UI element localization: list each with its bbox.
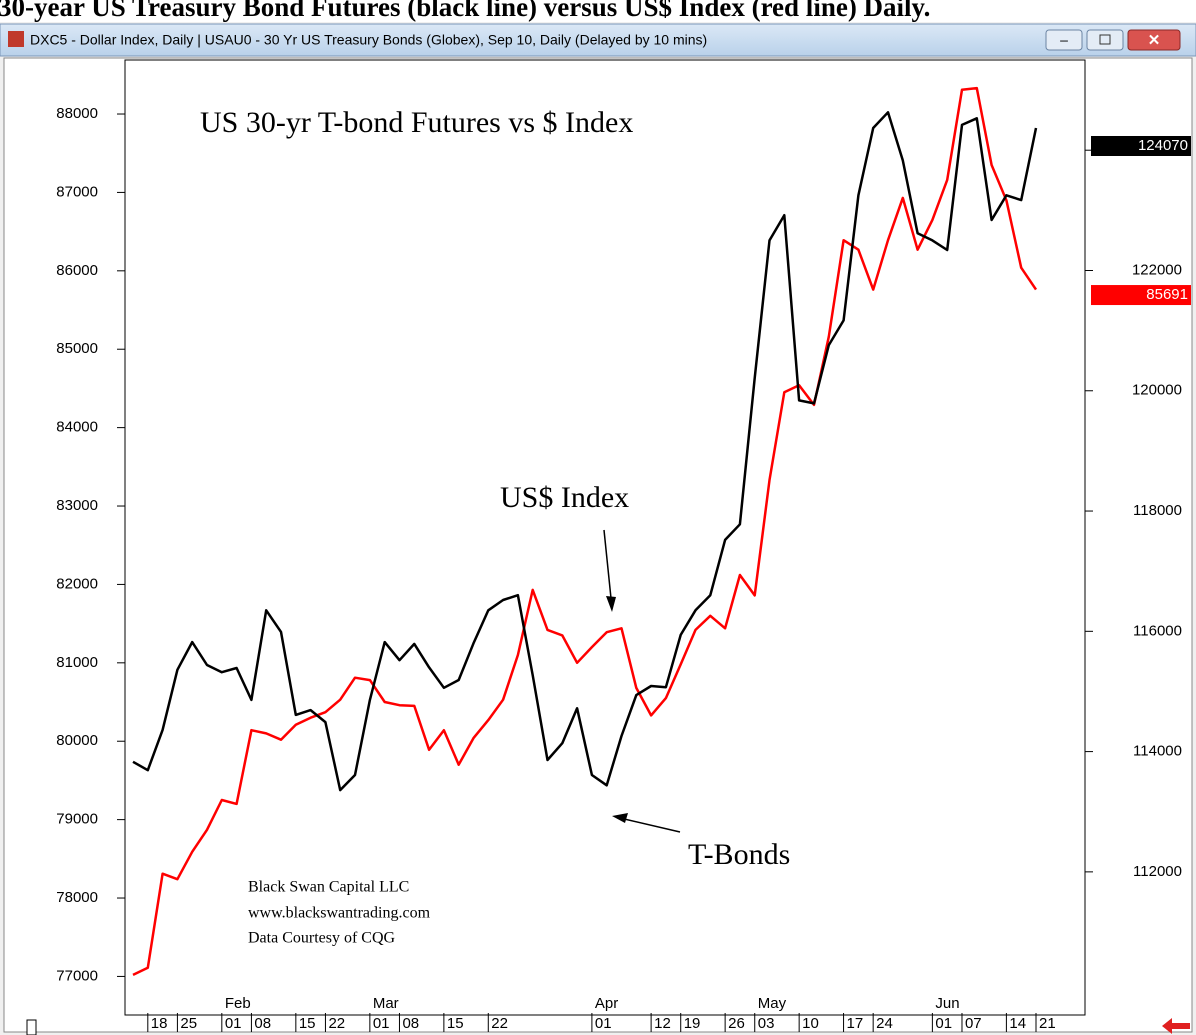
y-tick-label: 84000: [56, 419, 98, 436]
series-annotation: T-Bonds: [688, 838, 790, 871]
y-tick-label: 80000: [56, 732, 98, 749]
series-line: [132, 86, 1038, 977]
scroll-arrow[interactable]: [1162, 1018, 1190, 1034]
scroll-box[interactable]: [26, 1019, 37, 1035]
x-tick-label: 12: [654, 1015, 671, 1032]
x-tick-label: 07: [965, 1015, 982, 1032]
close-button[interactable]: [1127, 29, 1181, 51]
x-tick-label: 08: [402, 1015, 419, 1032]
y-tick-label: 86000: [56, 262, 98, 279]
maximize-button[interactable]: [1086, 29, 1124, 51]
x-tick-label: 18: [151, 1015, 168, 1032]
x-tick-label: 15: [299, 1015, 316, 1032]
x-tick-label: 19: [684, 1015, 701, 1032]
y2-tick-label: 118000: [1133, 502, 1182, 519]
page-heading: 30-year US Treasury Bond Futures (black …: [0, 0, 930, 22]
minimize-button[interactable]: [1045, 29, 1083, 51]
x-tick-label: 15: [447, 1015, 464, 1032]
y2-tick-label: 116000: [1133, 622, 1182, 639]
month-label: Jun: [935, 995, 959, 1012]
series-line: [132, 111, 1038, 792]
x-tick-label: 25: [180, 1015, 197, 1032]
x-tick-label: 22: [491, 1015, 508, 1032]
minimize-icon: –: [1060, 32, 1068, 48]
series-annotation: US$ Index: [500, 481, 629, 514]
credit: Black Swan Capital LLC: [248, 879, 409, 896]
y2-tick-label: 112000: [1133, 863, 1182, 880]
arrow-head: [612, 813, 628, 823]
y-tick-label: 79000: [56, 811, 98, 828]
x-tick-label: 21: [1039, 1015, 1056, 1032]
last-value-box: [1091, 285, 1191, 306]
last-value-label: 85691: [1146, 286, 1188, 303]
y-tick-label: 81000: [56, 654, 98, 671]
maximize-icon: [1099, 34, 1111, 45]
annotation-arrow: [603, 529, 613, 609]
close-icon: ✕: [1148, 32, 1161, 49]
y2-tick-label: 122000: [1132, 261, 1182, 278]
month-label: Apr: [595, 995, 618, 1012]
y-tick-label: 77000: [56, 967, 98, 984]
arrow-head: [606, 596, 616, 612]
x-tick-label: 01: [373, 1015, 390, 1032]
title-bar: [0, 23, 1196, 57]
window-title: DXC5 - Dollar Index, Daily | USAU0 - 30 …: [30, 32, 707, 48]
x-tick-label: 10: [802, 1015, 819, 1032]
x-tick-label: 01: [225, 1015, 242, 1032]
x-tick-label: 08: [254, 1015, 271, 1032]
y-tick-label: 78000: [56, 889, 98, 906]
annotation-arrow: [619, 817, 681, 833]
last-value-label: 124070: [1138, 137, 1188, 154]
y-tick-label: 82000: [56, 575, 98, 592]
y-tick-label: 85000: [56, 340, 98, 357]
x-tick-label: 14: [1009, 1015, 1026, 1032]
app-icon: [8, 31, 24, 47]
month-label: Mar: [373, 995, 399, 1012]
y-tick-label: 88000: [56, 105, 98, 122]
y-tick-label: 87000: [56, 183, 98, 200]
y2-tick-label: 114000: [1133, 743, 1182, 760]
month-label: May: [758, 995, 787, 1012]
y2-tick-label: 120000: [1132, 382, 1182, 399]
x-tick-label: 01: [935, 1015, 952, 1032]
x-tick-label: 01: [595, 1015, 612, 1032]
x-tick-label: 17: [847, 1015, 864, 1032]
x-tick-label: 26: [728, 1015, 745, 1032]
credit: Data Courtesy of CQG: [248, 930, 396, 947]
y-tick-label: 83000: [56, 497, 98, 514]
chart-title: US 30-yr T-bond Futures vs $ Index: [200, 106, 633, 139]
x-tick-label: 22: [328, 1015, 345, 1032]
last-value-box: [1091, 135, 1191, 156]
month-label: Feb: [225, 995, 251, 1012]
x-tick-label: 03: [758, 1015, 775, 1032]
credit: www.blackswantrading.com: [248, 905, 431, 922]
x-tick-label: 24: [876, 1015, 893, 1032]
